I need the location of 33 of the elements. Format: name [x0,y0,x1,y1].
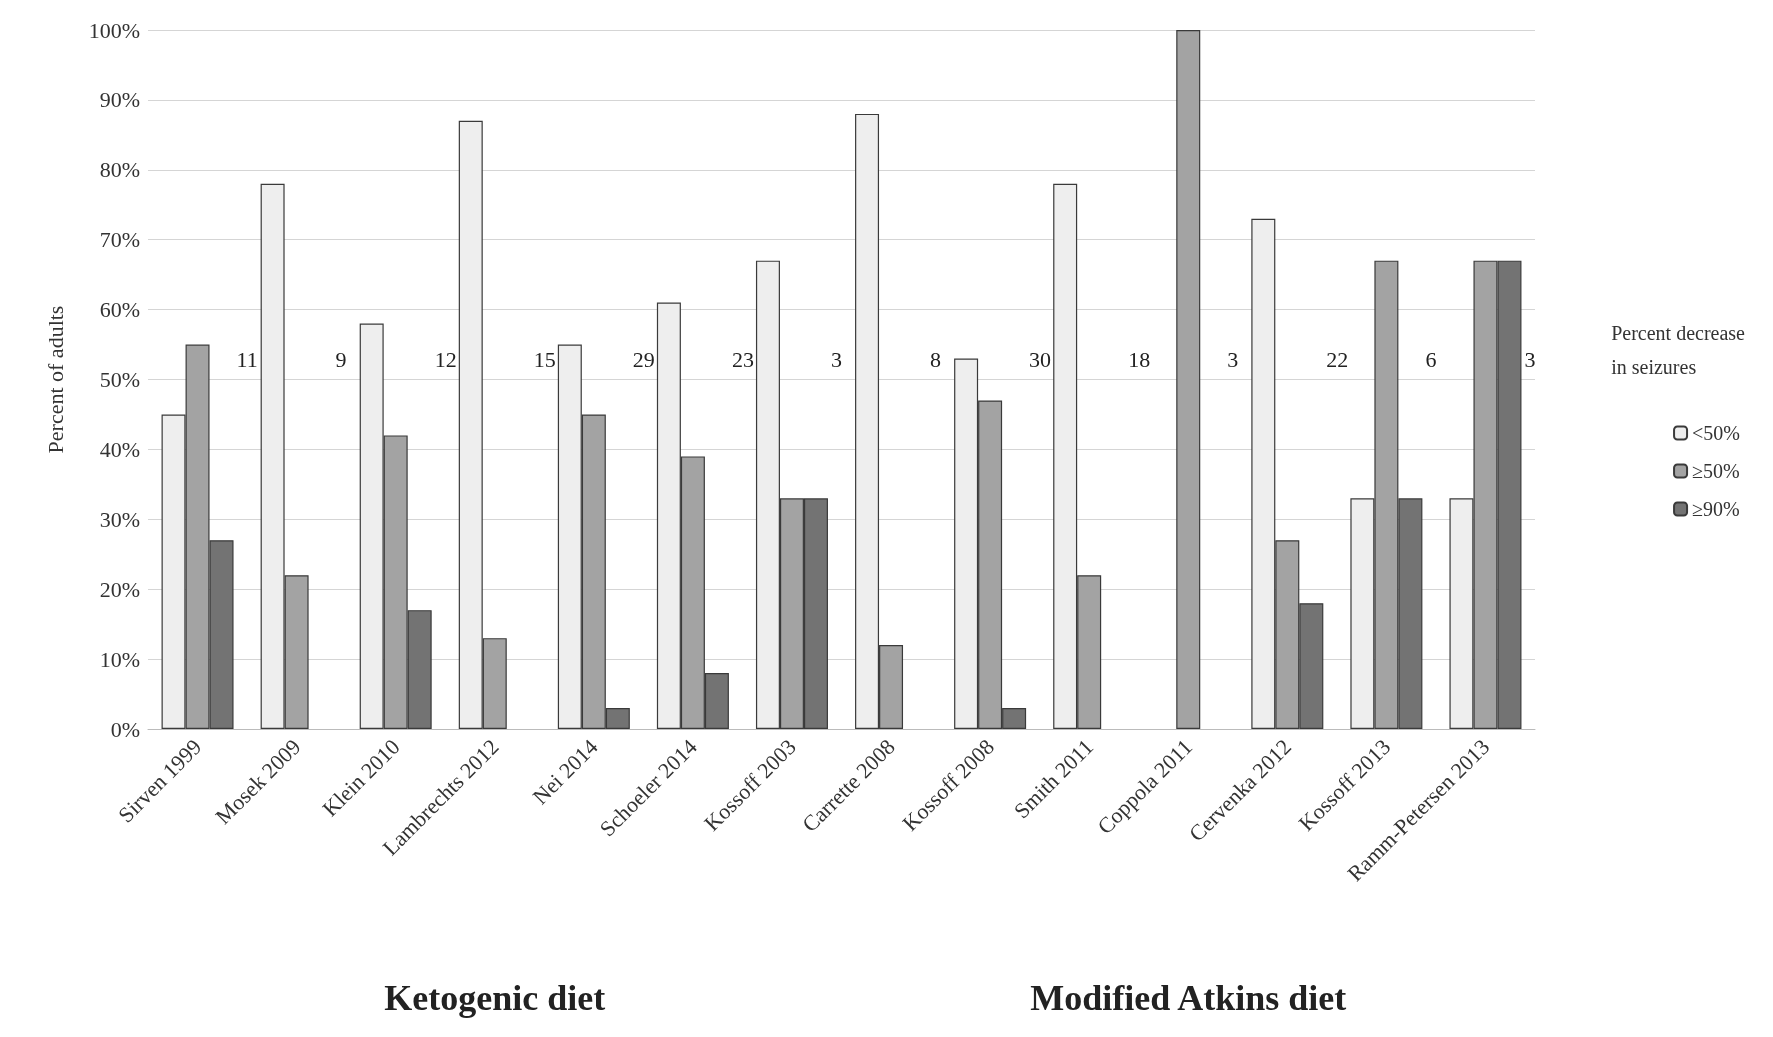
annotation: 22 [1326,347,1349,372]
annotation: 3 [1524,347,1536,372]
bar [1176,30,1201,729]
y-tick-label: 60% [99,297,140,323]
annotation: 11 [236,347,258,372]
text: Modified Atkins diet [1030,978,1347,1018]
y-tick-label: 90% [99,87,140,113]
y-tick-label: 50% [99,367,140,392]
annotation: 15 [533,347,556,372]
annotation: 30 [1029,347,1052,372]
legend-label: <50% [1692,422,1741,444]
y-tick-label: 10% [99,646,140,672]
annotation: 9 [335,347,347,372]
y-tick-label: 30% [99,506,140,532]
annotation: 6 [1425,347,1437,372]
annotation: 23 [731,347,754,372]
legend-label: ≥90% [1692,498,1740,520]
annotation: 29 [632,347,655,372]
annotation: 8 [930,347,942,372]
legend-title: Percent decrease in seizures [1611,322,1746,378]
y-tick-label: 0% [110,716,140,742]
annotation: 3 [830,347,842,372]
y-tick-label: 40% [99,436,140,462]
y-tick-label: 20% [99,576,140,602]
annotation: 3 [1227,347,1239,372]
y-tick-label: 100% [88,17,140,43]
text: Ketogenic diet [384,978,606,1018]
y-tick-label: 70% [99,227,140,253]
annotation: 18 [1128,347,1151,372]
y-axis-title: Percent of adults [42,305,68,454]
annotation: 12 [434,347,457,372]
legend-label: ≥50% [1692,460,1740,482]
y-tick-label: 80% [99,157,140,183]
